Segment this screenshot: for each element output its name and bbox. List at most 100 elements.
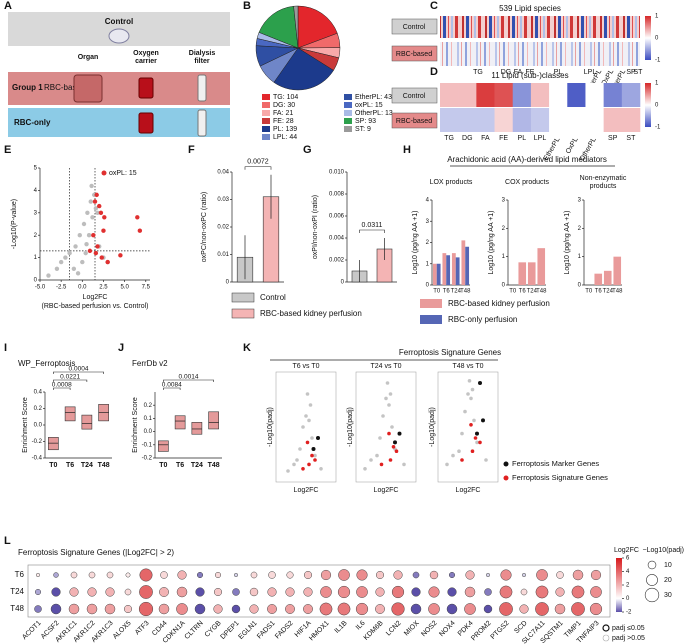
- dot: [196, 571, 204, 579]
- row-label: RBC-only: [14, 118, 51, 127]
- dot: [303, 587, 313, 597]
- legend-label: 20: [664, 577, 672, 584]
- dot: [86, 603, 98, 615]
- dot: [464, 586, 476, 598]
- row-label: RBC-based: [44, 83, 85, 92]
- dot: [88, 571, 96, 579]
- legend-label: padj >0.05: [612, 635, 645, 642]
- dot: [249, 604, 259, 614]
- x-tick-label: T48: [460, 289, 471, 295]
- point: [310, 436, 314, 440]
- box: [158, 440, 169, 452]
- point: [378, 436, 382, 440]
- bar: [455, 257, 460, 285]
- point: [118, 253, 123, 258]
- dot: [555, 587, 565, 597]
- dot: [267, 604, 277, 614]
- heatmap-cell: [458, 83, 477, 107]
- heatmap-strip: [440, 16, 640, 38]
- column-label: FA: [514, 69, 523, 76]
- point: [387, 431, 391, 436]
- column-label: FE: [499, 135, 508, 142]
- sig-key: [602, 624, 610, 632]
- row-label: Control: [105, 17, 133, 26]
- x-tick-label: 5.0: [120, 285, 129, 291]
- point: [93, 250, 99, 256]
- point: [469, 423, 473, 427]
- gene-label: CLTRN: [184, 620, 205, 641]
- gene-label: EGLN1: [238, 620, 259, 641]
- axis-title: Log10 (pg/ng AA +1): [412, 210, 419, 274]
- point: [92, 199, 98, 204]
- dot: [159, 587, 169, 597]
- point: [105, 259, 110, 265]
- y-tick-label: 0: [578, 283, 582, 289]
- colorbar-label: 0: [655, 36, 659, 42]
- point: [81, 221, 87, 227]
- point: [311, 447, 316, 451]
- y-tick-label: 3: [578, 198, 582, 204]
- bar: [527, 262, 536, 285]
- dot: [571, 585, 585, 599]
- point: [308, 403, 313, 407]
- point: [467, 379, 472, 383]
- point: [295, 458, 299, 462]
- legend-swatch: [344, 118, 352, 124]
- organ-icon: [108, 28, 130, 44]
- legend-label: oxPL: 15: [355, 102, 383, 109]
- dot: [356, 586, 368, 598]
- point: [73, 244, 78, 249]
- point: [137, 228, 143, 233]
- panel-letter: E: [4, 144, 11, 156]
- subplot-title: T6 vs T0: [292, 363, 319, 370]
- gene-label: PTGS2: [490, 620, 511, 641]
- y-tick-label: 0.002: [329, 258, 345, 264]
- gene-label: ATF3: [134, 620, 151, 637]
- point: [313, 453, 317, 458]
- x-tick-label: T6: [176, 462, 184, 469]
- axis-title: Log10 (pg/ng AA +1): [564, 210, 571, 274]
- x-tick-label: T24: [451, 289, 462, 295]
- bar: [446, 255, 451, 285]
- dot: [160, 571, 168, 579]
- dot: [213, 604, 223, 614]
- heatmap-cell: [440, 108, 459, 132]
- point: [75, 271, 81, 276]
- point: [80, 259, 85, 265]
- legend-label: LPL: 44: [273, 134, 297, 141]
- dot: [232, 588, 240, 596]
- point: [394, 449, 399, 454]
- row-label: RBC-based: [396, 51, 432, 58]
- point: [391, 445, 396, 449]
- gene-label: DPEP1: [220, 620, 241, 641]
- point: [63, 255, 68, 260]
- axis-title: Log2FC: [374, 487, 399, 494]
- y-tick-label: 0.010: [329, 170, 345, 176]
- box: [64, 406, 76, 422]
- column-label: SP: [626, 69, 636, 76]
- dot: [337, 585, 351, 599]
- column-label: TG: [473, 69, 483, 76]
- heatmap-cell: [530, 108, 550, 132]
- panel-letter: I: [4, 342, 7, 354]
- bracket: [359, 229, 385, 233]
- legend-marker: [503, 461, 509, 467]
- x-tick-label: 2.5: [99, 285, 108, 291]
- legend-label: SP: 93: [355, 118, 376, 125]
- bar: [537, 248, 546, 285]
- legend-label: padj ≤0.05: [612, 625, 645, 632]
- dot: [268, 571, 276, 579]
- dot: [233, 572, 239, 578]
- axis-title: -Log10(P-value): [11, 199, 18, 249]
- size-key: [647, 560, 657, 570]
- y-tick-label: 4: [426, 198, 430, 204]
- dot: [500, 569, 512, 581]
- gene-label: IL1B: [334, 620, 349, 635]
- dot: [337, 602, 351, 616]
- y-tick-label: 0: [34, 278, 38, 284]
- legend-swatch: [262, 126, 270, 132]
- point: [97, 203, 102, 209]
- dot: [589, 602, 603, 616]
- point: [478, 440, 482, 445]
